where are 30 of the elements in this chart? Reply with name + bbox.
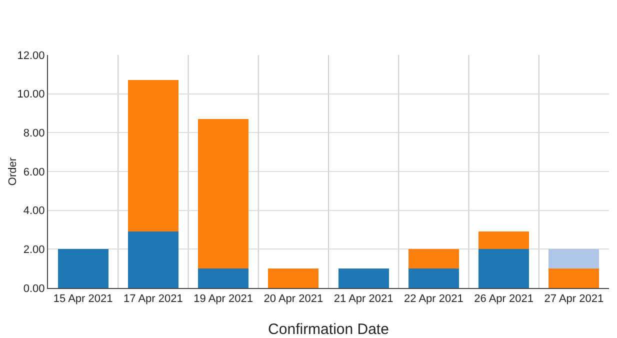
y-tick-label: 8.00 [23,128,45,140]
y-tick-label: 4.00 [23,205,45,218]
bar [338,268,389,288]
x-tick-label: 19 Apr 2021 [194,293,253,306]
bar [198,119,249,269]
bar [478,232,530,250]
y-tick-label: 6.00 [23,166,45,178]
bar [268,268,319,288]
bar [198,268,249,288]
y-axis-title: Order [7,157,19,186]
bar [408,249,459,269]
x-tick-label: 17 Apr 2021 [124,293,183,306]
bar [478,249,530,288]
bar [408,268,459,288]
x-tick-label: 26 Apr 2021 [474,293,534,306]
x-tick-label: 21 Apr 2021 [334,293,394,306]
y-tick-label: 10.00 [17,88,45,101]
bar [548,268,600,288]
bar [58,249,108,288]
x-axis-title: Confirmation Date [268,321,389,338]
x-tick-label: 22 Apr 2021 [404,293,464,306]
x-tick-label: 15 Apr 2021 [53,293,113,306]
y-tick-label: 0.00 [23,282,45,295]
bar [128,80,178,232]
y-tick-label: 2.00 [23,244,45,256]
bar [548,249,600,269]
y-tick-label: 12.00 [17,50,45,62]
x-tick-label: 20 Apr 2021 [264,293,324,306]
x-tick-label: 27 Apr 2021 [544,293,604,306]
bar [128,232,178,288]
